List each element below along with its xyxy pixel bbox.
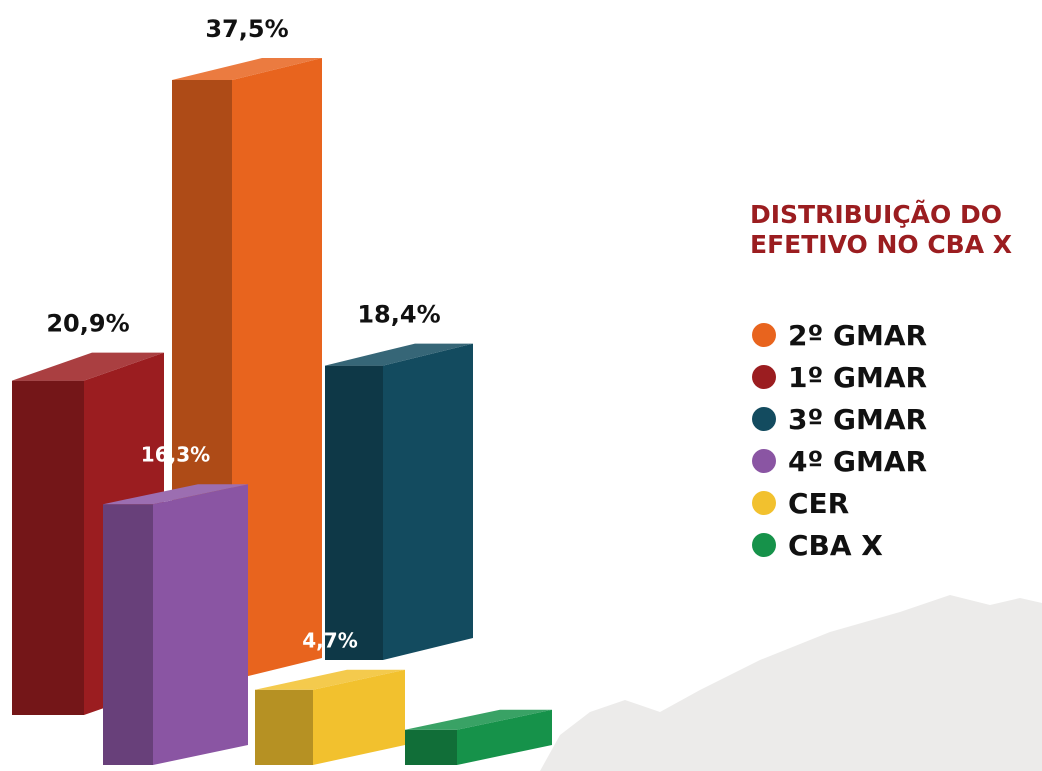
- mountain-decoration: [540, 595, 1042, 771]
- legend-label: 1º GMAR: [788, 361, 927, 394]
- value-label: 37,5%: [205, 15, 288, 43]
- value-label: 18,4%: [357, 301, 440, 329]
- bar-front: [12, 381, 84, 715]
- legend-label: CER: [788, 487, 849, 520]
- bar-front: [405, 730, 457, 765]
- legend-marker: [752, 323, 776, 347]
- value-label: 16,3%: [141, 443, 210, 467]
- legend-label: 4º GMAR: [788, 445, 927, 478]
- bar-front: [103, 504, 153, 765]
- legend-marker: [752, 491, 776, 515]
- bar: [405, 710, 552, 765]
- legend-marker: [752, 365, 776, 389]
- bar-side: [383, 344, 473, 660]
- bar: [255, 670, 405, 765]
- chart: 37,5% 20,9% 18,4% 16,3% 4,7% 2,2% 2º GMAR 1º GM…: [0, 0, 1042, 771]
- bar: [325, 344, 473, 660]
- bar-front: [255, 690, 313, 765]
- value-label: 4,7%: [302, 628, 357, 652]
- legend-marker: [752, 449, 776, 473]
- legend-label: 3º GMAR: [788, 403, 927, 436]
- bar: [103, 484, 248, 765]
- legend-label: 2º GMAR: [788, 319, 927, 352]
- value-label: 20,9%: [46, 310, 129, 338]
- bar-side: [153, 484, 248, 765]
- legend-label: CBA X: [788, 529, 883, 562]
- bar-front: [325, 366, 383, 660]
- legend-marker: [752, 533, 776, 557]
- legend-marker: [752, 407, 776, 431]
- legend-title: DISTRIBUIÇÃO DO EFETIVO NO CBA X: [750, 200, 1040, 260]
- value-label: 2,2%: [451, 668, 506, 692]
- infographic: 37,5% 20,9% 18,4% 16,3% 4,7% 2,2% 2º GMAR 1º GM…: [0, 0, 1042, 771]
